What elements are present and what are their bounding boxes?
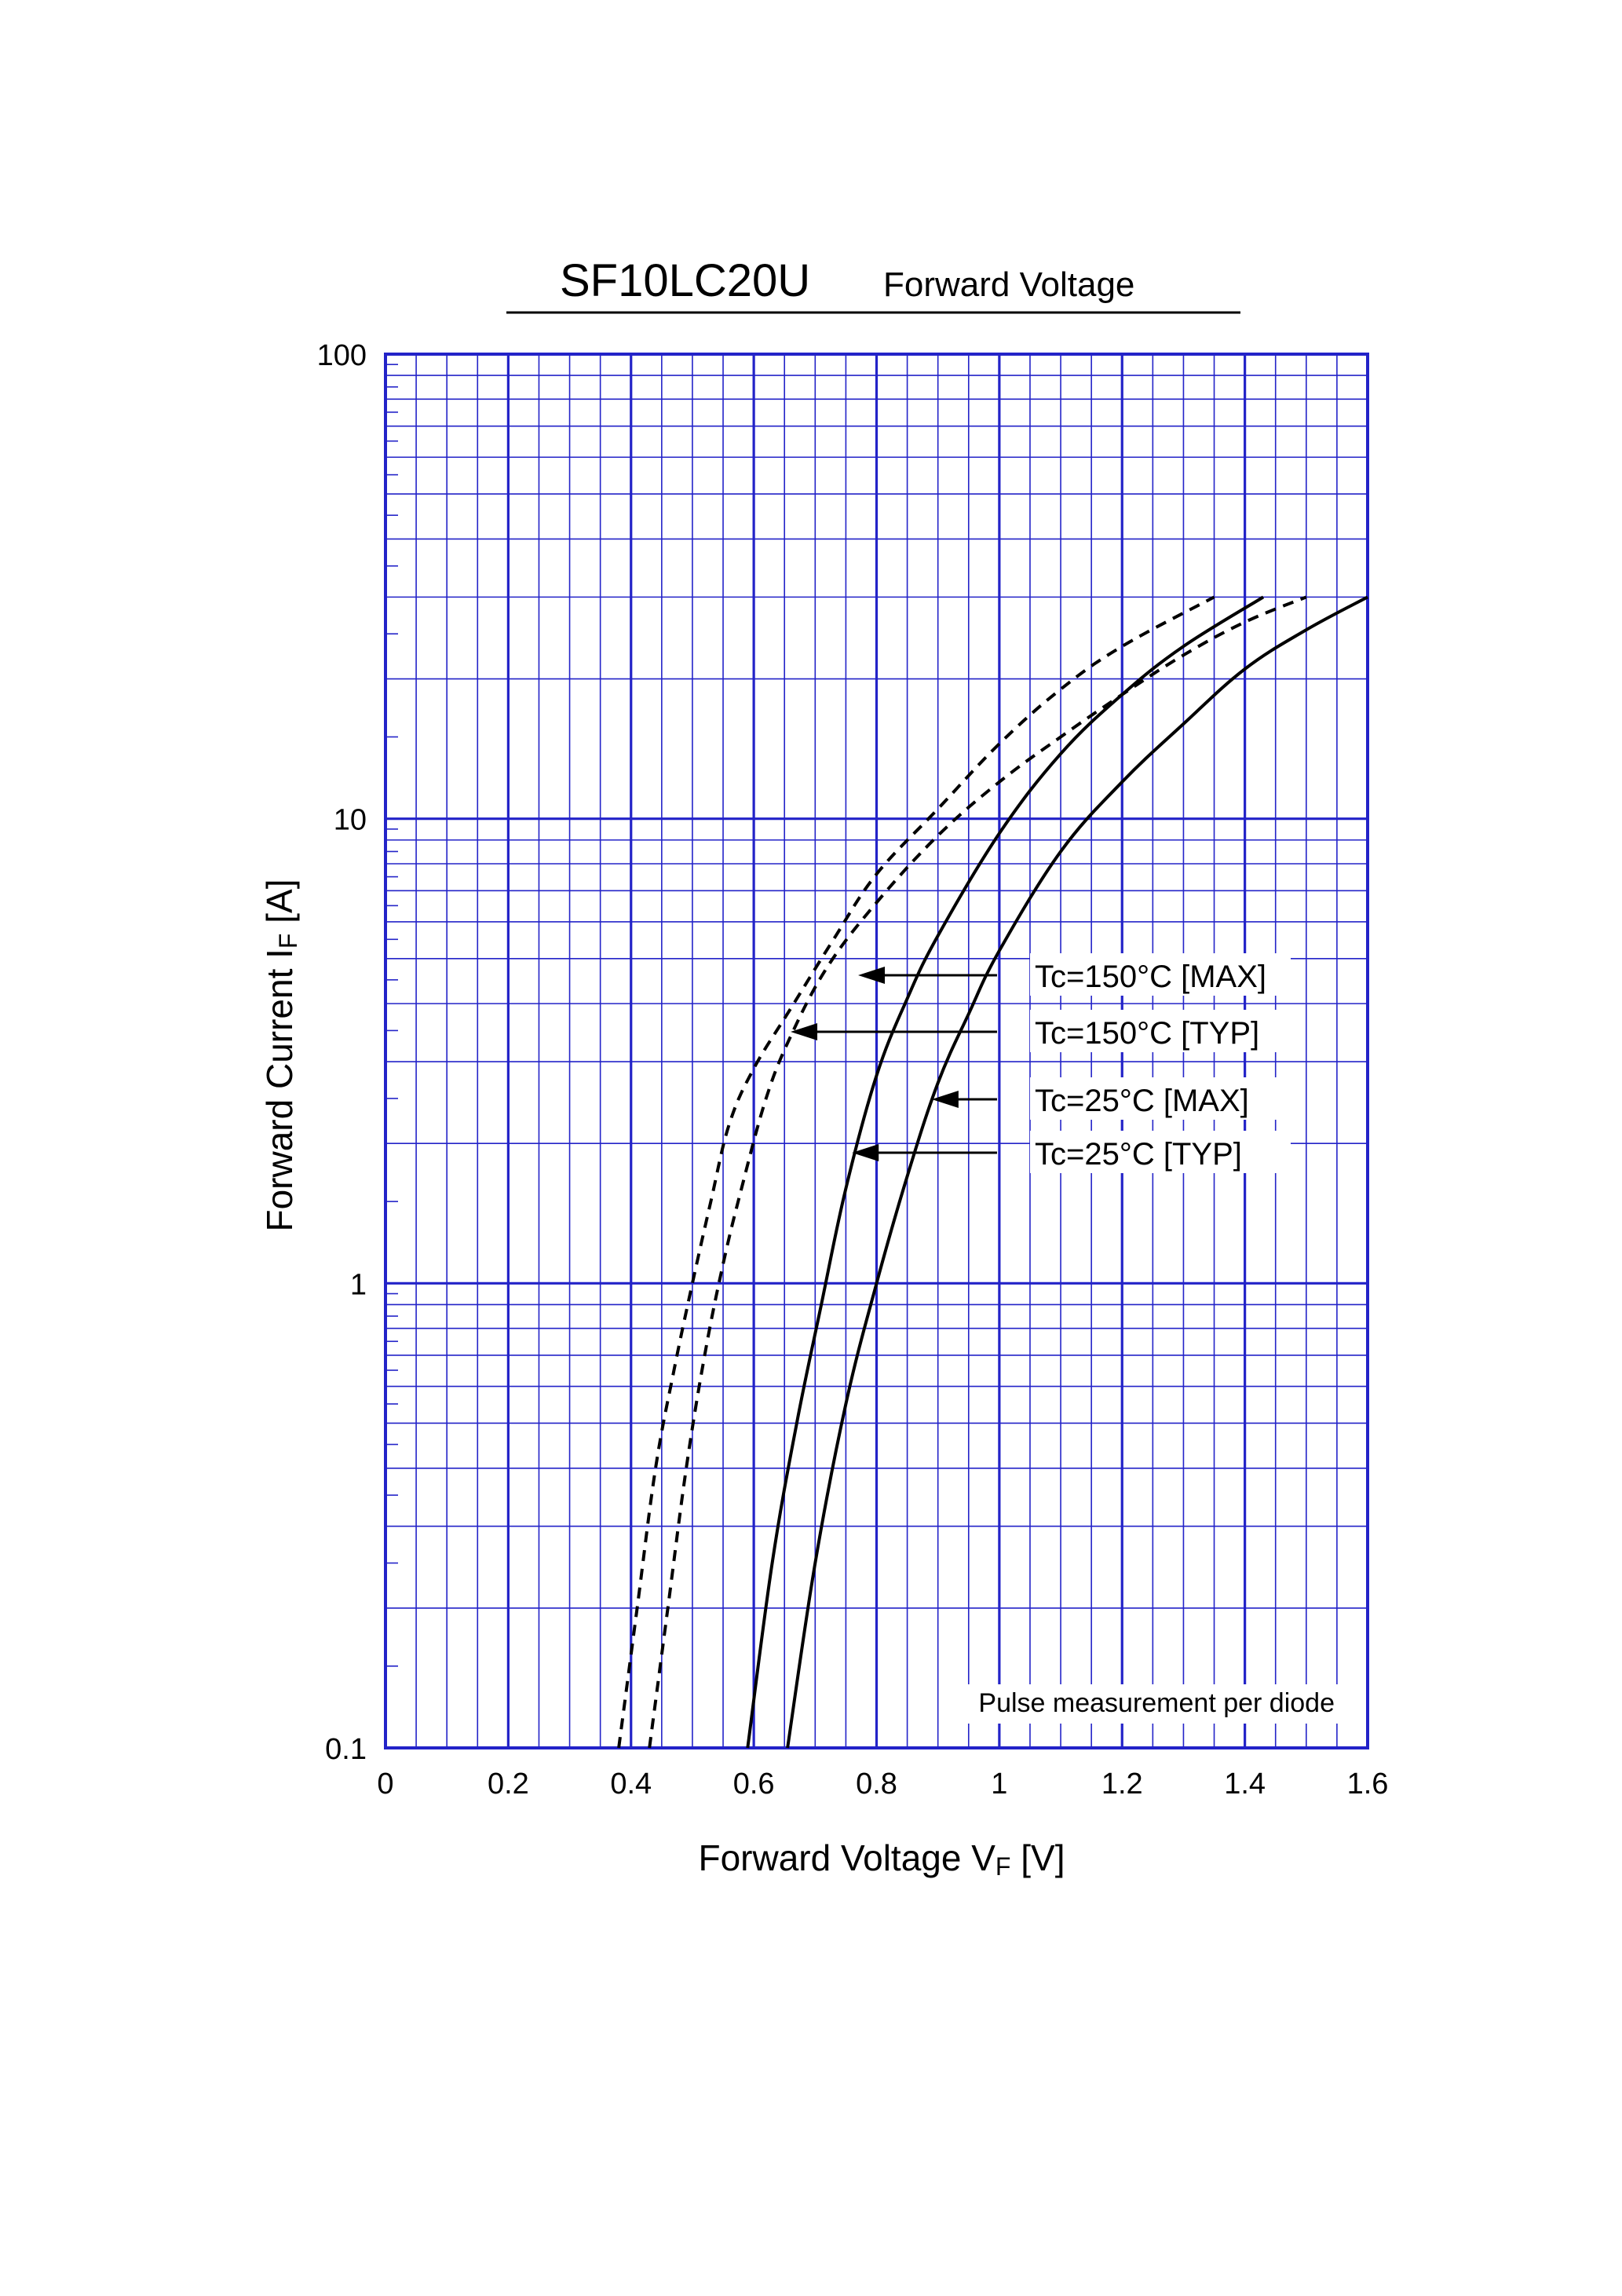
x-tick-label: 1.2 [1101,1768,1143,1801]
plot-frame [384,353,1369,1749]
x-tick-label: 1.6 [1347,1768,1389,1801]
x-tick-label: 0.6 [733,1768,775,1801]
x-tick-label: 0 [377,1768,393,1801]
y-axis-label: Forward Current IF [A] [259,879,302,1231]
legend-label-background [1030,953,1291,996]
pulse-note: Pulse measurement per diode [978,1688,1335,1718]
legend-arrow-head [791,1023,818,1040]
x-tick-label: 0.8 [856,1768,897,1801]
legend-arrow-head [858,967,886,984]
tick-labels: 0 0.2 0.4 0.6 0.8 1 1.2 1.4 1.6 0.1 1 10 100 [317,339,1389,1801]
legend-label-background [1030,1077,1291,1120]
legend-arrow-head [852,1144,879,1161]
series-line-4 [746,595,1265,1749]
legend-arrows: Tc=150°C [MAX] Tc=150°C [TYP] Tc=25°C [MAX… [791,953,1291,1173]
chart-subtitle: Forward Voltage [883,265,1134,304]
y-tick-label: 10 [334,804,367,837]
legend-label: Tc=25°C [TYP] [1035,1137,1242,1172]
x-tick-label: 0.4 [610,1768,652,1801]
y-tick-label: 1 [350,1268,367,1301]
x-tick-label: 0.2 [488,1768,529,1801]
legend-label: Tc=25°C [MAX] [1035,1084,1249,1118]
chart-title: SF10LC20U [560,255,810,306]
series-line-3 [786,595,1368,1749]
x-axis-label: Forward Voltage VF [V] [699,1837,1065,1881]
series-layer [617,595,1368,1749]
x-tick-label: 1.4 [1224,1768,1266,1801]
x-tick-label: 1 [991,1768,1007,1801]
y-tick-label: 0.1 [325,1733,367,1766]
note-background [946,1684,1339,1724]
legend-label-background [1030,1131,1291,1173]
legend-arrow-head [931,1091,959,1108]
legend-label-background [1030,1010,1291,1052]
y-tick-label: 100 [317,339,367,372]
legend-label: Tc=150°C [MAX] [1035,960,1266,994]
legend-label: Tc=150°C [TYP] [1035,1016,1259,1051]
